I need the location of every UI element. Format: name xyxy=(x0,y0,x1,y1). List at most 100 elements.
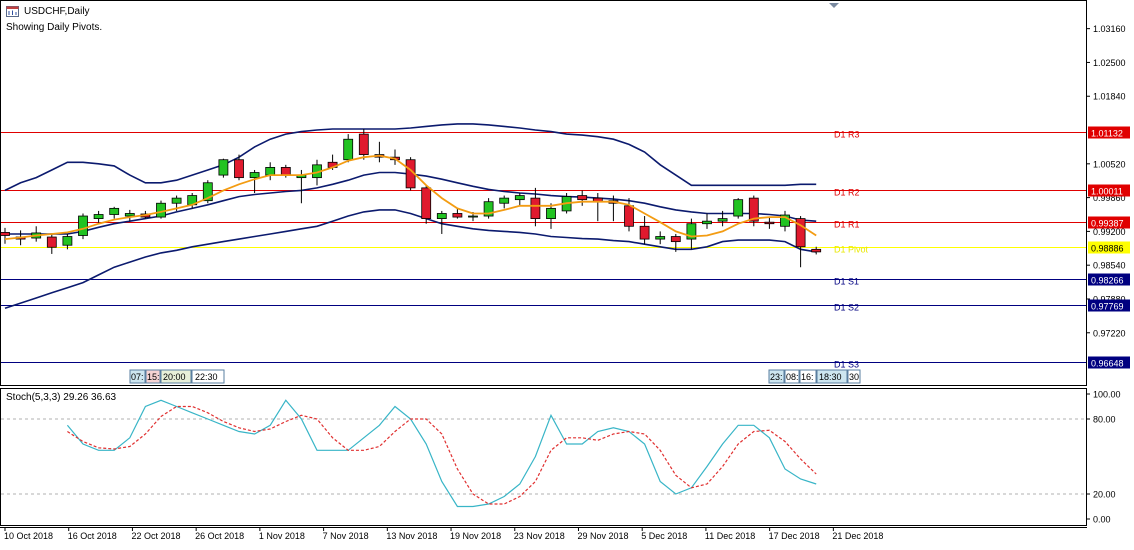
pivot-price-1: 1.00011 xyxy=(1091,187,1123,197)
candle-body-44 xyxy=(686,223,697,240)
candle-body-27 xyxy=(421,187,432,220)
price-label-1: 1.02500 xyxy=(1093,58,1126,68)
time-label-7: 19 Nov 2018 xyxy=(450,531,501,541)
stoch-main-line xyxy=(66,399,817,508)
candle-body-4 xyxy=(62,236,73,246)
pivot-price-box-3 xyxy=(1088,241,1130,254)
candle-body-31 xyxy=(483,201,494,217)
candle-body-16 xyxy=(249,172,260,179)
candle-body-7 xyxy=(109,207,120,215)
candle-body-15 xyxy=(234,159,244,179)
pivot-name-4: D1 S1 xyxy=(834,277,859,287)
session-box-1: 07: xyxy=(131,372,144,382)
pivot-name-5: D1 S2 xyxy=(834,303,859,313)
candle-body-8 xyxy=(124,213,135,217)
time-label-9: 29 Nov 2018 xyxy=(577,531,628,541)
time-label-1: 16 Oct 2018 xyxy=(68,531,117,541)
candle-body-17 xyxy=(265,166,276,176)
candle-body-34 xyxy=(530,197,541,219)
candle-body-42 xyxy=(655,236,666,240)
stoch-signal-line xyxy=(67,405,817,505)
stoch-label: Stoch(5,3,3) 29.26 36.63 xyxy=(6,392,117,403)
session-box-5: 23: xyxy=(770,372,783,382)
candle-body-47 xyxy=(733,199,744,217)
bollinger-lower xyxy=(4,209,817,309)
price-label-6: 0.98540 xyxy=(1093,261,1126,271)
candle-body-50 xyxy=(780,214,790,227)
candle-body-35 xyxy=(546,207,556,220)
candle-body-46 xyxy=(717,218,728,222)
candle-body-0 xyxy=(0,232,10,236)
pivot-price-box-6 xyxy=(1088,356,1130,369)
candle-body-23 xyxy=(358,133,369,155)
candle-body-18 xyxy=(280,166,291,176)
price-label-7: 0.97880 xyxy=(1093,294,1126,304)
candle-body-6 xyxy=(93,214,104,219)
pivot-price-box-2 xyxy=(1088,216,1130,229)
candle-body-33 xyxy=(514,195,525,201)
candle-body-29 xyxy=(452,213,463,218)
price-label-8: 0.97220 xyxy=(1093,328,1126,338)
price-panel-frame xyxy=(0,0,1087,386)
pivot-name-0: D1 R3 xyxy=(834,130,860,140)
stoch-axis-label-2: 20.00 xyxy=(1093,490,1116,500)
bollinger-upper xyxy=(4,123,817,192)
session-boxes-right: 23: 08: 16: 18:30 30 xyxy=(768,369,861,384)
chart-shift-marker-icon[interactable] xyxy=(829,3,839,8)
session-box-3: 20:00 xyxy=(163,372,186,382)
candle-body-51 xyxy=(795,218,806,248)
pivot-price-2: 0.99387 xyxy=(1091,219,1124,229)
candle-body-48 xyxy=(748,197,759,222)
session-box-4: 22:30 xyxy=(195,372,218,382)
pivot-price-3: 0.98886 xyxy=(1091,244,1124,254)
time-label-2: 22 Oct 2018 xyxy=(131,531,180,541)
price-label-2: 1.01840 xyxy=(1093,92,1126,102)
price-label-4: 0.99860 xyxy=(1093,193,1126,203)
time-label-0: 10 Oct 2018 xyxy=(4,531,53,541)
stoch-axis-label-0: 100.00 xyxy=(1093,390,1121,400)
session-box-7: 16: xyxy=(801,372,814,382)
candle-body-43 xyxy=(670,236,681,243)
candle-body-41 xyxy=(639,225,650,240)
moving-average xyxy=(4,154,817,240)
pivot-price-box-5 xyxy=(1088,299,1130,312)
candle-body-28 xyxy=(436,213,447,219)
chart-title: USDCHF,Daily xyxy=(24,6,90,17)
session-box-9: 30 xyxy=(849,372,859,382)
stoch-axis-label-3: 0.00 xyxy=(1093,515,1111,525)
session-boxes-left: 07: 15: 20:00 22:30 xyxy=(129,369,225,384)
price-label-0: 1.03160 xyxy=(1093,24,1126,34)
pivot-name-3: D1 Pivot xyxy=(834,245,869,255)
pivot-price-box-0 xyxy=(1088,126,1130,139)
candle-body-52 xyxy=(811,248,822,253)
pivot-name-6: D1 S3 xyxy=(834,360,859,370)
pivot-name-1: D1 R2 xyxy=(834,188,860,198)
time-label-6: 13 Nov 2018 xyxy=(386,531,437,541)
stoch-axis-label-1: 80.00 xyxy=(1093,415,1116,425)
price-label-3: 1.00520 xyxy=(1093,159,1126,169)
candle-body-10 xyxy=(156,202,166,218)
candle-body-30 xyxy=(468,215,478,218)
pivot-price-4: 0.98266 xyxy=(1091,276,1124,286)
session-box-2: 15: xyxy=(147,372,160,382)
pivot-price-6: 0.96648 xyxy=(1091,359,1124,369)
time-label-3: 26 Oct 2018 xyxy=(195,531,244,541)
price-label-5: 0.99200 xyxy=(1093,227,1126,237)
pivot-price-box-1 xyxy=(1088,184,1130,197)
time-label-10: 5 Dec 2018 xyxy=(641,531,687,541)
time-label-11: 11 Dec 2018 xyxy=(705,531,755,541)
time-label-4: 1 Nov 2018 xyxy=(259,531,305,541)
pivot-name-2: D1 R1 xyxy=(834,220,860,230)
candle-body-32 xyxy=(499,197,510,204)
stoch-panel-frame xyxy=(0,388,1087,526)
session-box-8: 18:30 xyxy=(819,372,842,382)
candle-body-40 xyxy=(624,205,634,227)
session-box-6: 08: xyxy=(786,372,799,382)
pivot-price-0: 1.01132 xyxy=(1091,129,1123,139)
candle-body-22 xyxy=(343,138,354,161)
candle-body-11 xyxy=(171,197,182,204)
pivot-price-5: 0.97769 xyxy=(1091,302,1124,312)
candle-body-49 xyxy=(764,221,775,225)
time-label-5: 7 Nov 2018 xyxy=(323,531,369,541)
